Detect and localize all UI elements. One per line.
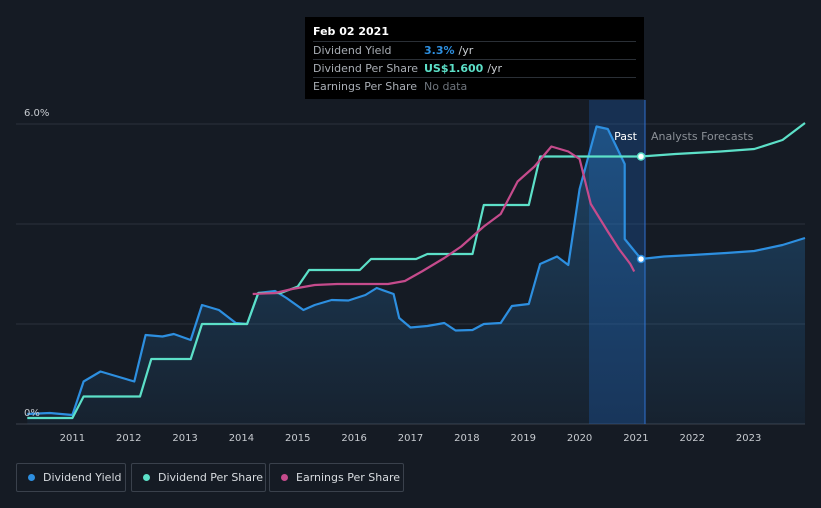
- x-tick-label: 2015: [285, 433, 310, 444]
- dividend-yield-area: [27, 126, 806, 424]
- tooltip-label: Dividend Yield: [313, 44, 392, 57]
- dividend-yield-line: [27, 125, 806, 417]
- legend-dot-icon: [143, 474, 150, 481]
- past-label: Past: [614, 130, 638, 143]
- legend-label: Dividend Yield: [43, 471, 122, 484]
- series-lines: [27, 122, 806, 424]
- legend-dividend-yield[interactable]: Dividend Yield: [16, 463, 126, 492]
- x-tick-label: 2018: [454, 433, 479, 444]
- x-tick-label: 2011: [60, 433, 85, 444]
- earnings-per-share-line: [252, 145, 636, 296]
- legend-dot-icon: [281, 474, 288, 481]
- tooltip-date: Feb 02 2021: [313, 25, 389, 38]
- tooltip-value: 3.3%: [424, 44, 455, 57]
- x-tick-label: 2020: [567, 433, 592, 444]
- tooltip-value: US$1.600: [424, 62, 484, 75]
- tooltip-row-dividend-per-share: Dividend Per Share US$1.600 /yr: [313, 59, 636, 77]
- y-tick-label: 0%: [24, 408, 40, 419]
- legend-dot-icon: [28, 474, 35, 481]
- x-tick-label: 2014: [229, 433, 254, 444]
- legend-label: Dividend Per Share: [158, 471, 264, 484]
- x-tick-label: 2023: [736, 433, 761, 444]
- dividend-yield-marker: [636, 254, 646, 264]
- x-tick-label: 2022: [680, 433, 705, 444]
- tooltip-value: No data: [424, 80, 468, 93]
- markers: [636, 152, 646, 264]
- x-tick-label: 2021: [623, 433, 648, 444]
- dividend-per-share-line: [27, 122, 806, 420]
- dividend-per-share-marker: [636, 152, 646, 161]
- tooltip-unit: /yr: [458, 44, 474, 57]
- x-tick-label: 2013: [172, 433, 197, 444]
- legend-label: Earnings Per Share: [296, 471, 401, 484]
- y-tick-label: 6.0%: [24, 108, 49, 119]
- tooltip-row-earnings-per-share: Earnings Per Share No data: [313, 77, 636, 95]
- x-tick-label: 2019: [510, 433, 535, 444]
- tooltip-label: Dividend Per Share: [313, 62, 419, 75]
- legend-dividend-per-share[interactable]: Dividend Per Share: [131, 463, 266, 492]
- tooltip-label: Earnings Per Share: [313, 80, 418, 93]
- x-tick-label: 2012: [116, 433, 141, 444]
- tooltip: Feb 02 2021 Dividend Yield 3.3% /yr Divi…: [305, 17, 644, 99]
- axis-labels: 2011 2012 2013 2014 2015 2016 2017 2018 2019 2020…: [24, 108, 761, 444]
- x-tick-label: 2017: [398, 433, 423, 444]
- tooltip-row-dividend-yield: Dividend Yield 3.3% /yr: [313, 41, 636, 59]
- legend-earnings-per-share[interactable]: Earnings Per Share: [269, 463, 404, 492]
- x-tick-label: 2016: [341, 433, 366, 444]
- tooltip-unit: /yr: [487, 62, 503, 75]
- forecast-label: Analysts Forecasts: [651, 130, 754, 143]
